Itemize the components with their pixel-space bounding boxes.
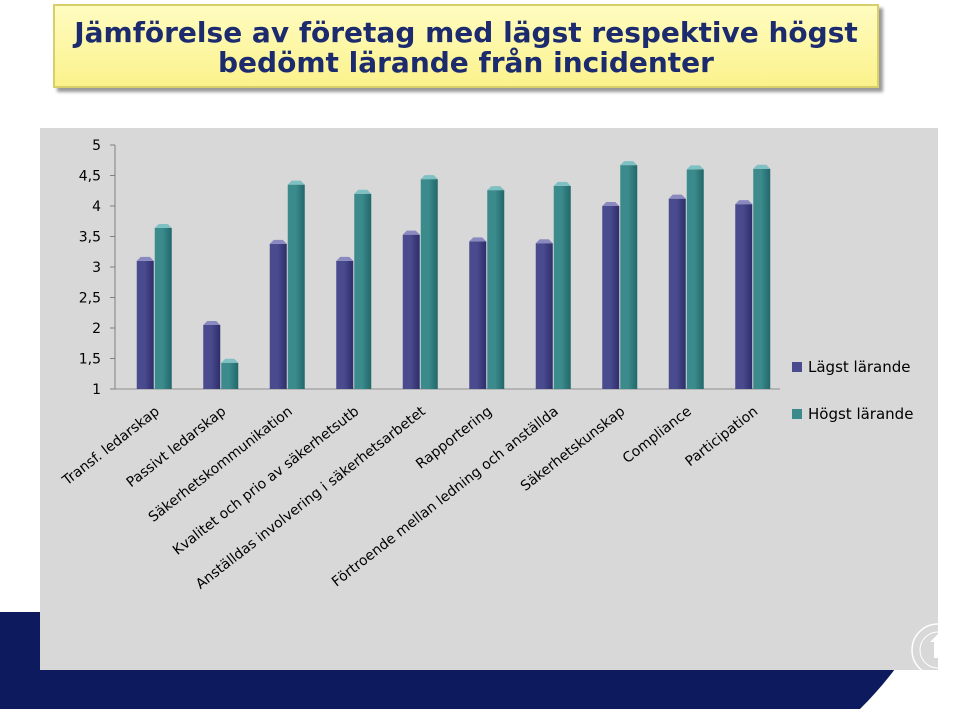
bar-hogst-4: [420, 175, 438, 389]
bar-lagst-3: [336, 256, 354, 389]
bar-hogst-3: [354, 189, 372, 389]
x-category-label: Participation: [682, 404, 761, 470]
bar-lagst-7: [602, 202, 620, 389]
y-tick-label: 3,5: [79, 230, 101, 246]
legend-label-0: Lägst lärande: [808, 358, 911, 376]
bar-hogst-6: [553, 181, 571, 389]
bar-hogst-7: [620, 161, 638, 389]
bar-lagst-5: [469, 237, 487, 389]
legend-label-1: Högst lärande: [808, 405, 913, 423]
bar-lagst-8: [668, 194, 686, 389]
chart-panel: 1 1,5 2 2,5 3 3,5 4 4,5 5 Transf. ledarskap Passiv…: [40, 128, 938, 670]
bar-lagst-1: [203, 320, 221, 389]
title-line-1: Jämförelse av företag med lägst respekti…: [74, 16, 858, 49]
x-category-label: Förtroende mellan ledning och anställda: [329, 404, 562, 591]
slide-title: Jämförelse av företag med lägst respekti…: [53, 4, 879, 88]
bar-hogst-9: [753, 164, 771, 389]
y-tick-label: 1,5: [79, 352, 101, 368]
y-tick-label: 4: [92, 199, 101, 215]
bar-hogst-2: [287, 180, 305, 389]
x-category-label: Anställdas involvering i säkerhetsarbete…: [193, 403, 429, 592]
bar-lagst-9: [735, 200, 753, 389]
title-line-2: bedömt lärande från incidenter: [218, 46, 714, 79]
y-tick-label: 5: [92, 138, 101, 154]
legend-swatch-0: [792, 362, 802, 372]
forsvarshogskolan-seal-icon: [897, 623, 960, 684]
legend-swatch-1: [792, 409, 802, 419]
y-tick-label: 1: [92, 382, 101, 398]
bar-hogst-5: [487, 186, 505, 389]
bar-lagst-0: [136, 256, 154, 389]
bar-hogst-1: [221, 358, 239, 389]
bar-lagst-6: [535, 239, 553, 389]
y-tick-label: 3: [92, 260, 101, 276]
bar-lagst-2: [269, 239, 287, 389]
bar-hogst-0: [154, 223, 172, 389]
y-tick-label: 2: [92, 321, 101, 337]
y-tick-label: 4,5: [79, 169, 101, 185]
bar-lagst-4: [402, 230, 420, 389]
y-tick-label: 2,5: [79, 291, 101, 307]
bar-hogst-8: [686, 165, 704, 389]
